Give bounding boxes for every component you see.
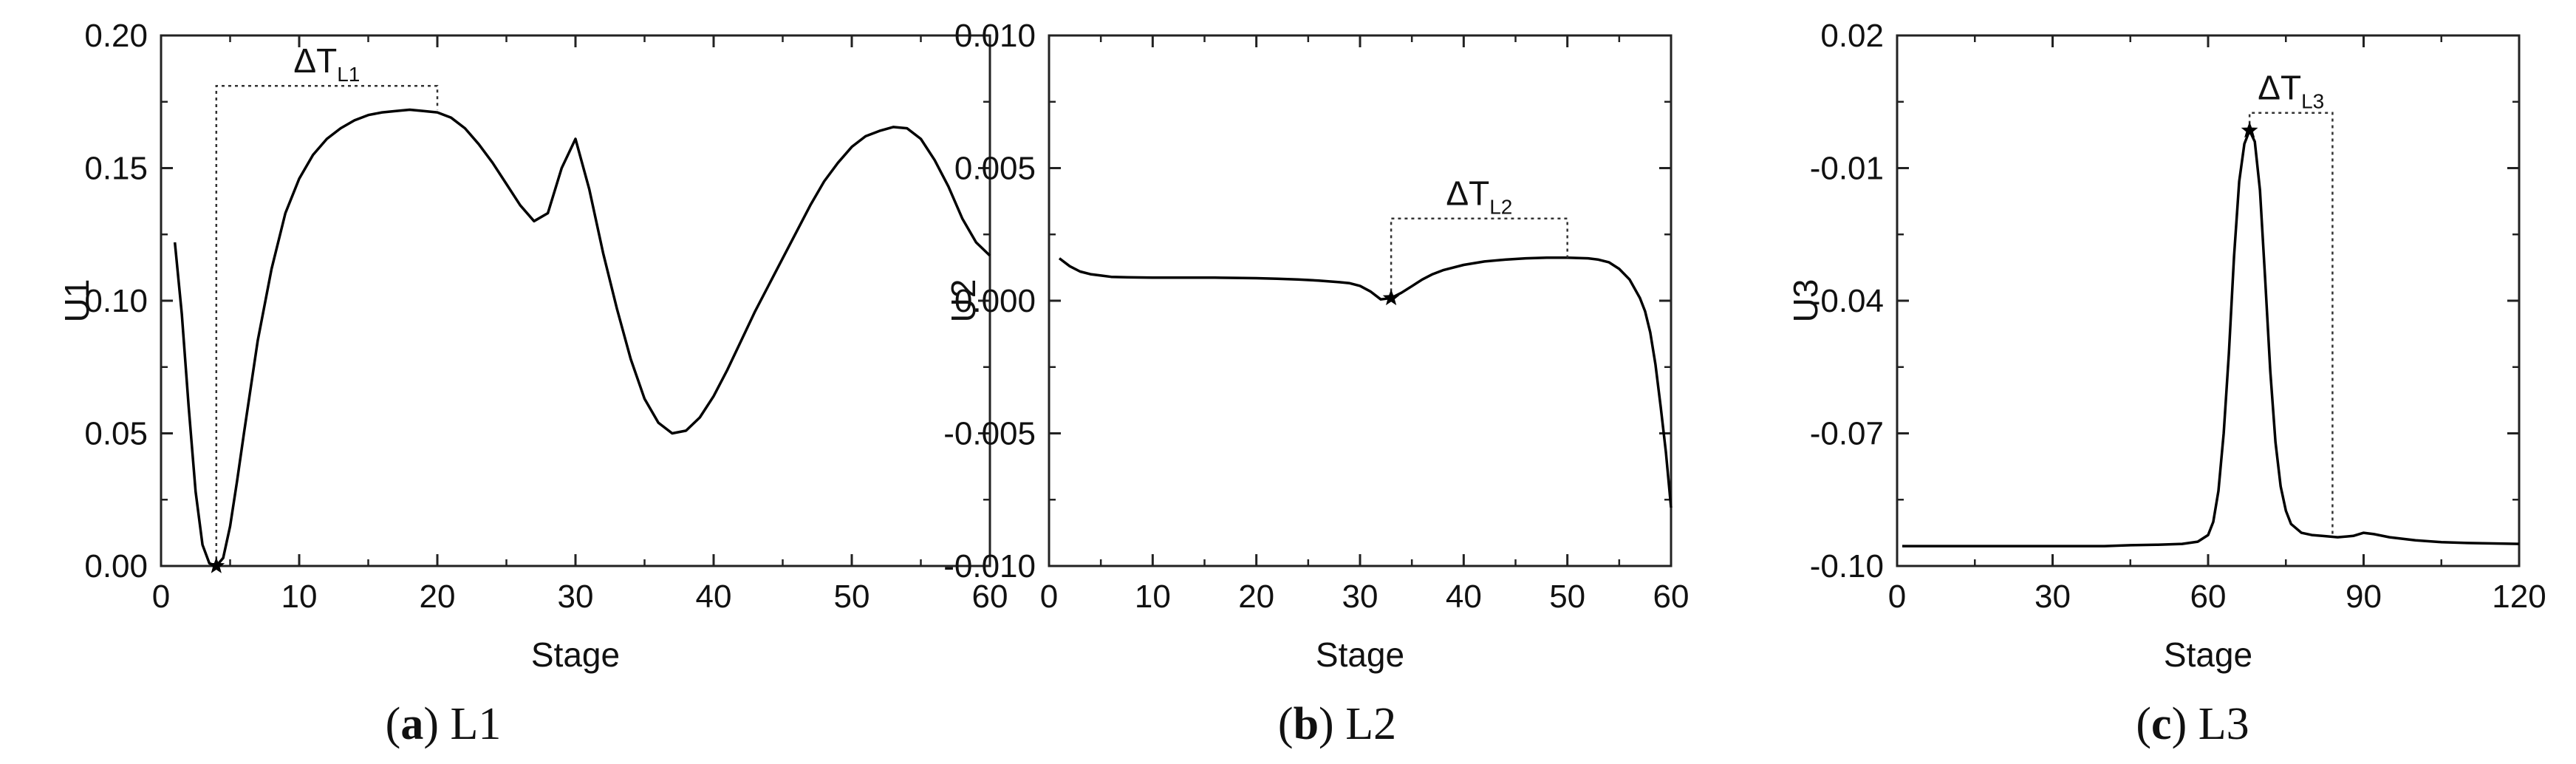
x-axis-title: Stage (2164, 635, 2252, 674)
y-tick-label: 0.15 (84, 151, 148, 187)
caption-letter: a (400, 699, 423, 749)
caption-letter: c (2151, 699, 2172, 749)
y-axis-title: U2 (944, 279, 983, 323)
star-marker (2241, 122, 2258, 138)
delta-t-bracket (2249, 113, 2332, 537)
series-line (1902, 131, 2519, 547)
panel-c: 0 30 60 90 120-0.10-0.07-0.04-0.010.02StageU… (1786, 18, 2546, 749)
y-tick-label: 0.02 (1820, 18, 1884, 54)
x-axis-title: Stage (531, 635, 620, 674)
delta-t-subscript: L3 (2301, 90, 2324, 113)
x-tick-label: 60 (1653, 579, 1690, 615)
x-tick-label: 30 (1342, 579, 1378, 615)
star-marker (1383, 289, 1400, 305)
delta-t-main: ΔT (293, 41, 337, 80)
y-tick-label: 0.00 (84, 548, 148, 584)
series-line (175, 110, 990, 567)
y-tick-label: -0.005 (943, 416, 1036, 452)
y-tick-label: -0.01 (1810, 151, 1884, 187)
caption-text: L3 (2199, 699, 2249, 749)
plot-frame (1049, 35, 1671, 566)
x-axis-title: Stage (1316, 635, 1404, 674)
x-tick-label: 50 (834, 579, 870, 615)
x-tick-label: 50 (1549, 579, 1585, 615)
y-tick-label: -0.10 (1810, 548, 1884, 584)
y-axis-title: U1 (58, 279, 96, 323)
delta-t-main: ΔT (1446, 174, 1489, 213)
x-tick-label: 90 (2346, 579, 2382, 615)
y-tick-label: -0.07 (1810, 416, 1884, 452)
caption-letter: b (1294, 699, 1319, 749)
delta-t-bracket (216, 86, 437, 566)
caption-text: L2 (1345, 699, 1396, 749)
delta-t-main: ΔT (2258, 69, 2301, 107)
delta-t-label: ΔTL3 (2258, 69, 2324, 113)
x-tick-label: 30 (558, 579, 594, 615)
y-tick-label: 0.005 (954, 151, 1036, 187)
y-tick-label: -0.010 (943, 548, 1036, 584)
x-tick-label: 30 (2035, 579, 2071, 615)
caption-text: L1 (450, 699, 501, 749)
x-tick-label: 120 (2492, 579, 2546, 615)
panel-b: 0 10 20 30 40 50 60-0.010-0.0050.0000.0050.010… (943, 18, 1689, 749)
x-tick-label: 20 (420, 579, 456, 615)
series-line (1059, 258, 1671, 508)
y-axis-title: U3 (1786, 279, 1825, 323)
x-tick-label: 60 (2190, 579, 2227, 615)
y-tick-label: 0.010 (954, 18, 1036, 54)
delta-t-subscript: L1 (337, 63, 360, 86)
plot-frame (1897, 35, 2519, 566)
x-tick-label: 0 (152, 579, 170, 615)
y-tick-label: 0.05 (84, 416, 148, 452)
delta-t-label: ΔTL2 (1446, 174, 1512, 219)
panel-caption: (c) L3 (2136, 699, 2249, 749)
panel-caption: (a) L1 (386, 699, 502, 749)
x-tick-label: 40 (1446, 579, 1482, 615)
x-tick-label: 0 (1040, 579, 1058, 615)
plot-frame (161, 35, 990, 566)
x-tick-label: 20 (1238, 579, 1274, 615)
delta-t-label: ΔTL1 (293, 41, 360, 86)
delta-t-subscript: L2 (1489, 196, 1512, 219)
x-tick-label: 10 (281, 579, 318, 615)
panel-a: 0 10 20 30 40 50 600.000.050.100.150.20StageU1… (58, 18, 1008, 749)
x-tick-label: 10 (1135, 579, 1171, 615)
x-tick-label: 40 (696, 579, 732, 615)
panel-caption: (b) L2 (1278, 699, 1396, 749)
y-tick-label: 0.20 (84, 18, 148, 54)
x-tick-label: 0 (1888, 579, 1906, 615)
